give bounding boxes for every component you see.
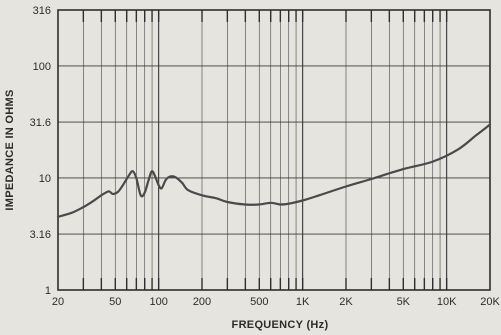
y-tick-label: 3.16 [30,229,51,241]
x-tick-label: 5K [397,296,411,308]
x-tick-label: 20K [480,296,500,308]
y-tick-label: 31.6 [30,117,51,129]
x-tick-label: 10K [437,296,457,308]
x-axis-label: FREQUENCY (Hz) [232,319,329,331]
impedance-curve [56,123,492,218]
x-tick-label: 50 [109,296,121,308]
y-tick-label: 10 [39,173,51,185]
x-tick-label: 2K [339,296,353,308]
x-tick-label: 500 [250,296,268,308]
x-tick-label: 100 [149,296,167,308]
y-tick-label: 100 [33,61,51,73]
y-tick-label: 316 [33,5,51,17]
x-tick-label: 20 [52,296,64,308]
y-tick-label: 1 [45,285,51,297]
x-tick-label: 1K [296,296,310,308]
plot-frame [57,9,491,291]
y-axis-label: IMPEDANCE IN OHMS [4,89,16,210]
x-tick-label: 200 [193,296,211,308]
